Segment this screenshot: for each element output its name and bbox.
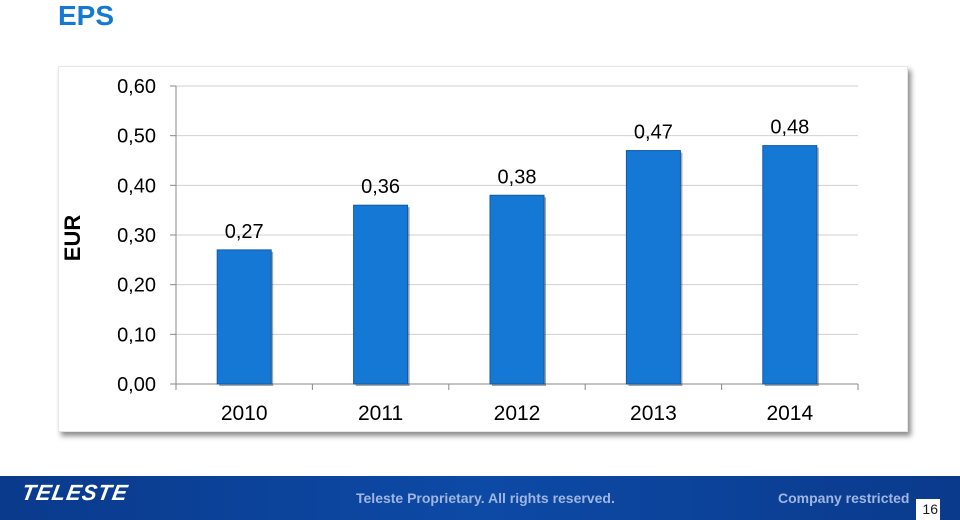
- y-tick-label: 0,50: [117, 126, 156, 148]
- footer-restricted-text: Company restricted: [778, 490, 910, 506]
- y-tick-label: 0,20: [117, 275, 156, 297]
- bar-2014: [762, 145, 818, 385]
- bar-2010: [216, 249, 272, 385]
- bar-2013: [625, 150, 681, 385]
- page-number: 16: [916, 499, 940, 520]
- teleste-logo: TELESTE: [19, 480, 131, 505]
- data-label-2012: 0,38: [498, 166, 537, 188]
- bar-2011: [353, 204, 409, 385]
- eps-bar-chart: 0,00 0,10 0,20 0,30 0,40 0,50 0,60 0,27 2010 0,36…: [117, 76, 859, 425]
- data-label-2011: 0,36: [361, 176, 400, 198]
- data-label-2010: 0,27: [225, 221, 264, 243]
- data-label-2013: 0,47: [634, 122, 673, 144]
- y-tick-label: 0,10: [117, 324, 156, 346]
- x-tick-label-2013: 2013: [630, 402, 677, 425]
- x-tick-label-2012: 2012: [494, 402, 541, 425]
- x-tick-label-2011: 2011: [358, 402, 403, 425]
- x-tick-label-2010: 2010: [221, 402, 268, 425]
- x-tick-label-2014: 2014: [766, 402, 813, 425]
- data-label-2014: 0,48: [770, 117, 809, 139]
- y-tick-label: 0,30: [117, 225, 156, 247]
- y-tick-label: 0,00: [117, 374, 156, 396]
- slide-title: EPS: [58, 0, 115, 31]
- y-tick-label: 0,60: [117, 76, 156, 98]
- y-tick-label: 0,40: [117, 175, 156, 197]
- footer-proprietary-text: Teleste Proprietary. All rights reserved…: [356, 490, 615, 506]
- footer-bar: [0, 476, 960, 520]
- bar-2012: [489, 194, 545, 385]
